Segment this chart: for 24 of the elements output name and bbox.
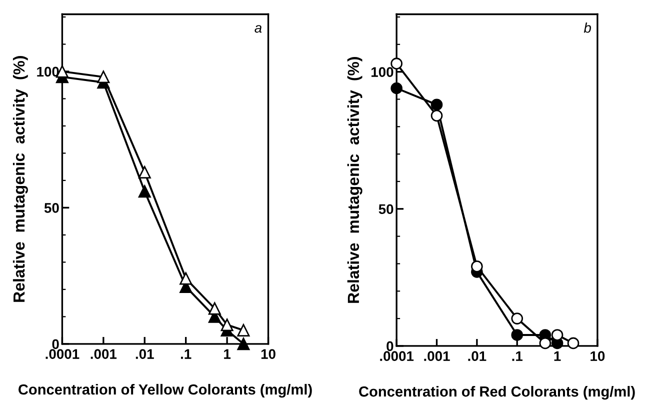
y-tick-label: 100 bbox=[372, 67, 394, 77]
x-tick-label: .0001 bbox=[46, 349, 80, 359]
x-tick-label: .1 bbox=[512, 351, 523, 361]
y-tick-label: 100 bbox=[37, 66, 59, 77]
annotation: b bbox=[584, 22, 592, 33]
x-tick-label: 1 bbox=[554, 351, 561, 361]
x-tick-label: 10 bbox=[590, 351, 605, 362]
y-axis-title: Relative mutagenic activity (%) bbox=[347, 57, 362, 303]
x-tick-label: .0001 bbox=[380, 351, 414, 362]
x-tick-label: .01 bbox=[468, 351, 486, 362]
y-tick-label: 50 bbox=[378, 204, 394, 214]
x-tick-label: .001 bbox=[424, 351, 450, 362]
x-tick-label: 10 bbox=[261, 349, 276, 359]
x-axis-title: Concentration of Red Colorants (mg/ml) bbox=[359, 386, 635, 400]
annotation: a bbox=[254, 25, 262, 33]
x-axis-title: Concentration of Yellow Colorants (mg/ml) bbox=[18, 384, 312, 398]
x-tick-label: .01 bbox=[136, 349, 154, 359]
y-tick-label: 0 bbox=[386, 341, 394, 352]
x-tick-label: .1 bbox=[180, 349, 192, 359]
y-tick-label: 50 bbox=[44, 203, 59, 213]
y-tick-label: 0 bbox=[52, 339, 59, 350]
y-axis-title: Relative mutagenic activity (%) bbox=[12, 56, 28, 302]
x-tick-label: .001 bbox=[90, 349, 117, 359]
x-tick-label: 1 bbox=[224, 349, 231, 359]
